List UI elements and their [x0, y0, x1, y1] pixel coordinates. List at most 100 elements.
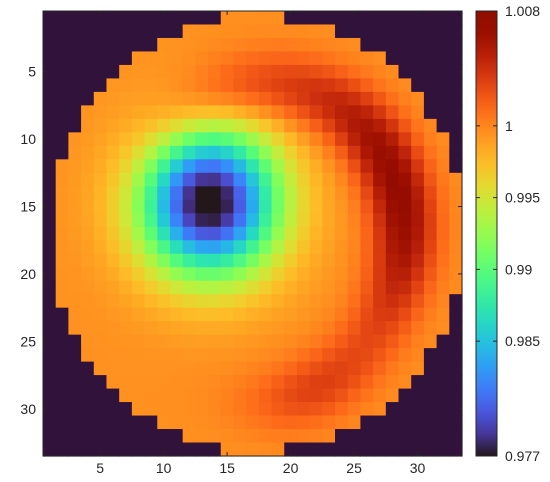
heatmap-cell — [131, 294, 146, 309]
heatmap-cell — [271, 145, 285, 160]
heatmap-cell — [436, 442, 450, 457]
heatmap-cell — [119, 415, 133, 430]
heatmap-cell — [119, 105, 133, 120]
heatmap-cell — [157, 213, 171, 228]
heatmap-cell — [233, 415, 247, 430]
heatmap-cell — [322, 51, 336, 66]
heatmap-cell — [271, 226, 285, 241]
heatmap-cell — [258, 213, 273, 228]
heatmap-cell — [385, 307, 400, 322]
heatmap-cell — [423, 253, 438, 268]
heatmap-cell — [271, 388, 285, 403]
heatmap-cell — [208, 402, 222, 417]
heatmap-cell — [398, 172, 412, 187]
heatmap-cell — [296, 321, 311, 336]
heatmap-cell — [55, 226, 69, 241]
heatmap-cell — [423, 172, 438, 187]
heatmap-cell — [271, 375, 285, 390]
heatmap-cell — [423, 280, 438, 295]
heatmap-cell — [335, 429, 349, 444]
heatmap-cell — [411, 78, 425, 93]
colorbar-tick-label: 1 — [505, 118, 513, 134]
heatmap-cell — [360, 186, 374, 201]
heatmap-cell — [119, 334, 133, 349]
heatmap-cell — [335, 280, 349, 295]
heatmap-cell — [309, 186, 323, 201]
colorbar-tick-label: 1.008 — [505, 3, 540, 19]
heatmap-cell — [411, 199, 425, 214]
heatmap-cell — [423, 375, 438, 390]
heatmap-cell — [220, 11, 235, 26]
heatmap-cell — [55, 105, 69, 120]
heatmap-cell — [208, 429, 222, 444]
heatmap-cell — [131, 267, 146, 282]
heatmap-cell — [423, 64, 438, 80]
heatmap-cell — [55, 51, 69, 66]
heatmap-cell — [322, 375, 336, 390]
heatmap-cell — [157, 321, 171, 336]
heatmap-cell — [347, 253, 362, 268]
heatmap-cell — [131, 253, 146, 268]
heatmap-cell — [398, 361, 412, 376]
heatmap-cell — [309, 145, 323, 160]
heatmap-cell — [373, 159, 387, 174]
heatmap-cell — [220, 294, 235, 309]
heatmap-cell — [436, 213, 450, 228]
heatmap-cell — [449, 186, 463, 201]
heatmap-cell — [360, 199, 374, 214]
heatmap-cell — [131, 375, 146, 390]
heatmap-cell — [296, 37, 311, 53]
heatmap-cell — [258, 145, 273, 160]
heatmap-cell — [220, 186, 235, 201]
heatmap-cell — [398, 294, 412, 309]
heatmap-cell — [385, 118, 400, 133]
heatmap-cell — [144, 253, 158, 268]
heatmap-cell — [373, 118, 387, 133]
heatmap-cell — [43, 51, 57, 66]
heatmap-cell — [119, 226, 133, 241]
heatmap-cell — [347, 442, 362, 457]
heatmap-cell — [436, 280, 450, 295]
heatmap-cell — [220, 280, 235, 295]
heatmap-cell — [423, 159, 438, 174]
heatmap-cell — [169, 78, 184, 93]
heatmap-cell — [157, 199, 171, 214]
heatmap-cell — [335, 334, 349, 349]
heatmap-cell — [220, 240, 235, 255]
heatmap-cell — [385, 294, 400, 309]
heatmap-cell — [246, 240, 260, 255]
heatmap-cell — [157, 118, 171, 133]
heatmap-cell — [284, 294, 298, 309]
heatmap-cell — [157, 253, 171, 268]
heatmap-cell — [284, 105, 298, 120]
heatmap-cell — [43, 348, 57, 363]
heatmap-cell — [233, 199, 247, 214]
heatmap-cell — [68, 402, 82, 417]
heatmap-cell — [411, 307, 425, 322]
heatmap-cell — [195, 226, 209, 241]
heatmap-cell — [385, 91, 400, 106]
heatmap-cell — [335, 91, 349, 106]
heatmap-cell — [411, 226, 425, 241]
heatmap-cell — [322, 213, 336, 228]
heatmap-cell — [335, 294, 349, 309]
heatmap-cell — [55, 429, 69, 444]
heatmap-cell — [220, 253, 235, 268]
heatmap-cell — [182, 307, 196, 322]
heatmap-cell — [81, 118, 95, 133]
heatmap-cell — [182, 51, 196, 66]
heatmap-cell — [309, 348, 323, 363]
heatmap-cell — [208, 91, 222, 106]
heatmap-cell — [360, 348, 374, 363]
heatmap-cell — [169, 132, 184, 147]
heatmap-cell — [335, 213, 349, 228]
heatmap-cell — [423, 442, 438, 457]
heatmap-cell — [144, 132, 158, 147]
heatmap-cells — [43, 11, 463, 457]
heatmap-cell — [271, 11, 285, 26]
heatmap-cell — [436, 267, 450, 282]
heatmap-cell — [55, 91, 69, 106]
heatmap-cell — [347, 267, 362, 282]
heatmap-cell — [195, 402, 209, 417]
heatmap-cell — [55, 186, 69, 201]
